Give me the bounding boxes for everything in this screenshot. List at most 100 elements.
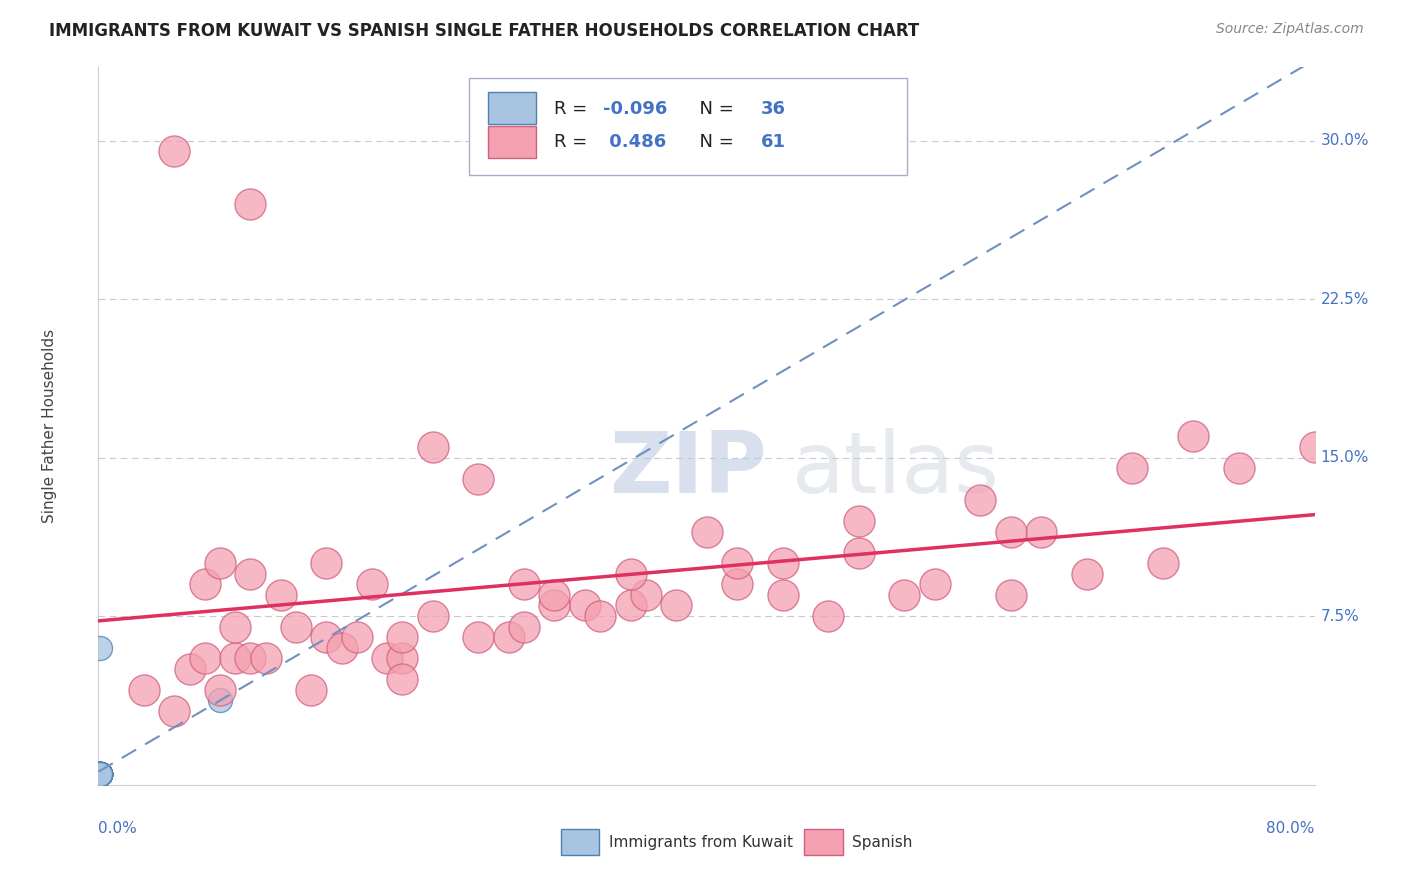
Point <box>422 609 444 624</box>
Point <box>89 767 111 781</box>
Point <box>89 767 111 781</box>
Point <box>285 619 308 633</box>
Point <box>224 651 246 665</box>
Point <box>848 514 870 528</box>
Point <box>89 767 111 781</box>
Point <box>224 619 246 633</box>
Point <box>361 577 384 591</box>
Text: Spanish: Spanish <box>852 835 912 850</box>
Point <box>254 651 277 665</box>
Text: 61: 61 <box>761 133 786 152</box>
Point <box>89 767 111 781</box>
Point <box>209 556 232 570</box>
Point <box>696 524 718 539</box>
FancyBboxPatch shape <box>561 830 599 855</box>
Point <box>969 492 991 507</box>
Point <box>194 577 217 591</box>
Point <box>346 630 368 644</box>
Point <box>725 556 748 570</box>
Point <box>89 767 111 781</box>
Text: 36: 36 <box>761 100 786 118</box>
Point <box>89 767 111 781</box>
Point <box>772 556 794 570</box>
Text: IMMIGRANTS FROM KUWAIT VS SPANISH SINGLE FATHER HOUSEHOLDS CORRELATION CHART: IMMIGRANTS FROM KUWAIT VS SPANISH SINGLE… <box>49 22 920 40</box>
Text: Source: ZipAtlas.com: Source: ZipAtlas.com <box>1216 22 1364 37</box>
Text: Immigrants from Kuwait: Immigrants from Kuwait <box>609 835 793 850</box>
Point <box>239 566 262 581</box>
Point <box>619 599 641 613</box>
Point <box>634 588 657 602</box>
Text: atlas: atlas <box>792 427 1000 510</box>
Point <box>89 767 111 781</box>
Point <box>924 577 946 591</box>
FancyBboxPatch shape <box>488 126 536 158</box>
Point <box>209 682 232 697</box>
Point <box>89 767 111 781</box>
Point <box>89 767 111 781</box>
Point <box>619 566 641 581</box>
Point <box>239 197 262 211</box>
Point <box>89 767 111 781</box>
Point <box>665 599 688 613</box>
Point <box>1121 461 1143 475</box>
Point <box>391 673 413 687</box>
Point <box>817 609 839 624</box>
Point <box>179 662 201 676</box>
Point <box>89 767 111 781</box>
Point <box>89 767 111 781</box>
FancyBboxPatch shape <box>470 78 907 175</box>
Point <box>89 767 111 781</box>
Text: R =: R = <box>554 100 593 118</box>
Point <box>574 599 596 613</box>
Point <box>89 767 111 781</box>
Point <box>391 630 413 644</box>
Point <box>89 767 111 781</box>
Point <box>89 767 111 781</box>
Point <box>467 630 489 644</box>
Point <box>513 619 536 633</box>
Point <box>89 767 111 781</box>
Point <box>89 767 111 781</box>
Point <box>1152 556 1174 570</box>
Point <box>163 704 186 718</box>
Point <box>89 767 111 781</box>
Point <box>209 693 232 707</box>
Text: ZIP: ZIP <box>609 427 766 510</box>
Point <box>270 588 292 602</box>
Point <box>543 588 565 602</box>
Point <box>89 767 111 781</box>
Point <box>89 767 111 781</box>
Text: R =: R = <box>554 133 593 152</box>
Point <box>1303 440 1326 454</box>
Text: -0.096: -0.096 <box>603 100 668 118</box>
Point <box>89 767 111 781</box>
Point <box>89 767 111 781</box>
Text: 80.0%: 80.0% <box>1267 821 1315 836</box>
Point <box>589 609 612 624</box>
Point <box>391 651 413 665</box>
Point <box>893 588 915 602</box>
Point <box>1076 566 1098 581</box>
Point <box>89 767 111 781</box>
Point <box>467 472 489 486</box>
FancyBboxPatch shape <box>488 92 536 124</box>
Text: N =: N = <box>689 100 740 118</box>
Point <box>848 546 870 560</box>
Point <box>422 440 444 454</box>
Point <box>1227 461 1250 475</box>
Point <box>89 767 111 781</box>
Point <box>89 767 111 781</box>
Point <box>89 640 111 655</box>
Text: Single Father Households: Single Father Households <box>42 329 58 523</box>
Text: 7.5%: 7.5% <box>1320 608 1360 624</box>
Point <box>239 651 262 665</box>
Text: 30.0%: 30.0% <box>1320 133 1369 148</box>
Point <box>375 651 398 665</box>
Point <box>315 556 337 570</box>
FancyBboxPatch shape <box>804 830 842 855</box>
Point <box>89 767 111 781</box>
Point <box>163 145 186 159</box>
Point <box>132 682 155 697</box>
Point <box>89 767 111 781</box>
Point <box>1000 588 1022 602</box>
